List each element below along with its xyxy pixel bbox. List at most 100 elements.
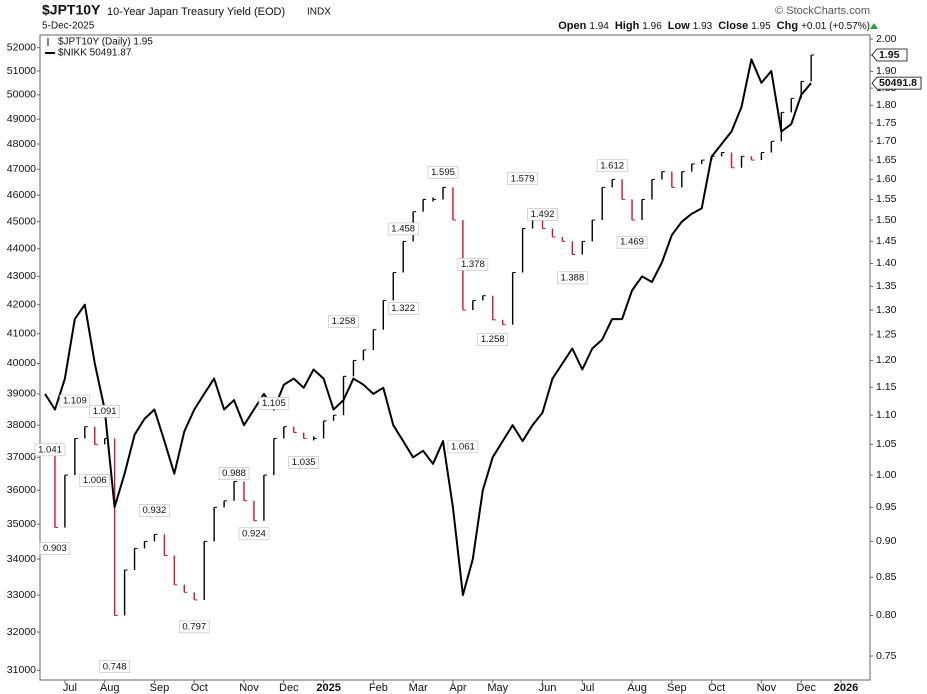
x-tick-label: Feb xyxy=(369,682,388,694)
annotation-label: 1.469 xyxy=(620,237,644,248)
annotation-label: 1.041 xyxy=(38,444,62,455)
annotation-label: 0.797 xyxy=(182,621,206,632)
y2-tick-label: 1.10 xyxy=(876,409,897,421)
annotation-label: 1.612 xyxy=(600,160,624,171)
y-tick-label: 38000 xyxy=(7,419,36,431)
annotation: 1.378 xyxy=(457,258,489,271)
x-tick-label: Dec xyxy=(796,682,816,694)
overlay-line xyxy=(44,58,812,596)
y-tick-label: 42000 xyxy=(7,299,36,311)
annotation-label: 1.258 xyxy=(481,334,505,345)
annotation-label: 1.105 xyxy=(262,398,286,409)
annotation-label: 1.006 xyxy=(83,475,107,486)
y-tick-label: 31000 xyxy=(7,664,36,676)
annotation: 1.388 xyxy=(557,271,588,285)
annotation: 0.903 xyxy=(39,541,71,555)
quote-value: 1.93 xyxy=(693,21,713,32)
annotation-label: 1.388 xyxy=(560,272,584,283)
y2-tick-label: 1.30 xyxy=(876,304,897,316)
y-tick-label: 33000 xyxy=(7,589,36,601)
annotation-box xyxy=(59,394,91,408)
y2-tick-label: 0.95 xyxy=(876,501,897,513)
last-value-tag xyxy=(871,76,922,90)
x-tick-label: Aug xyxy=(100,682,120,694)
annotation-box xyxy=(288,456,320,469)
annotation-label: 0.903 xyxy=(43,543,67,554)
x-tick-label: Jul xyxy=(63,682,77,694)
y-tick-label: 41000 xyxy=(7,328,36,340)
y2-tick-label: 1.70 xyxy=(876,135,897,147)
annotation: 1.061 xyxy=(447,440,479,454)
symbol: $JPT10Y xyxy=(42,2,101,18)
exchange: INDX xyxy=(307,7,331,18)
annotation: 1.258 xyxy=(477,333,509,347)
annotation-box xyxy=(507,172,538,186)
annotation-box xyxy=(328,315,359,329)
annotation-box xyxy=(387,302,419,315)
y2-tick-label: 0.80 xyxy=(876,609,897,621)
x-tick-label: Jul xyxy=(580,682,594,694)
annotation-box xyxy=(139,504,170,517)
y-tick-label: 43000 xyxy=(7,270,36,282)
y-tick-label: 45000 xyxy=(7,215,36,227)
annotation-box xyxy=(477,333,509,347)
annotation-box xyxy=(218,467,250,480)
x-tick-label: Apr xyxy=(449,682,466,694)
y2-tick-label: 1.45 xyxy=(876,235,897,247)
y-tick-label: 49000 xyxy=(7,113,36,125)
annotation-box xyxy=(457,258,489,271)
last-value-tag xyxy=(871,48,908,62)
y2-tick-label: 1.00 xyxy=(876,469,897,481)
annotation-box xyxy=(557,271,588,285)
annotation-label: 1.595 xyxy=(431,167,455,178)
y-tick-label: 48000 xyxy=(7,138,36,150)
x-tick-label: Nov xyxy=(239,682,259,694)
quote: Open 1.94 High 1.96 Low 1.93 Close 1.95 Chg +0.01… xyxy=(558,20,870,32)
last-value-label: 1.95 xyxy=(879,49,900,61)
y2-tick-label: 0.85 xyxy=(876,571,897,583)
annotation: 0.924 xyxy=(238,527,270,541)
quote-label: Low xyxy=(668,20,690,32)
annotation: 1.109 xyxy=(59,394,91,408)
annotation: 1.322 xyxy=(387,302,419,315)
annotation: 0.988 xyxy=(218,467,250,480)
annotation-label: 1.109 xyxy=(63,396,87,407)
quote-value: +0.01 (+0.57%) xyxy=(801,21,870,32)
annotation: 1.458 xyxy=(387,222,419,236)
annotation-label: 0.932 xyxy=(143,505,167,516)
x-tick-label: 2026 xyxy=(834,682,858,694)
annotation: 1.595 xyxy=(427,166,459,179)
y2-tick-label: 1.05 xyxy=(876,438,897,450)
y2-tick-label: 0.75 xyxy=(876,650,897,662)
annotation-box xyxy=(178,620,210,634)
quote-label: Close xyxy=(718,20,748,32)
annotation: 1.035 xyxy=(288,456,320,469)
annotation-label: 1.091 xyxy=(93,406,117,417)
chart-title: 10-Year Japan Treasury Yield (EOD) xyxy=(107,6,285,18)
y-tick-label: 51000 xyxy=(7,65,36,77)
annotation-box xyxy=(387,222,419,236)
y2-tick-label: 1.40 xyxy=(876,257,897,269)
y2-tick-label: 1.80 xyxy=(876,99,897,111)
annotation-box xyxy=(79,474,111,487)
annotation-label: 0.988 xyxy=(222,468,246,479)
annotation-label: 1.035 xyxy=(292,457,316,468)
annotation-label: 0.748 xyxy=(103,661,127,672)
annotation-label: 1.492 xyxy=(531,209,555,220)
annotation-label: 1.579 xyxy=(511,173,535,184)
y2-tick-label: 1.35 xyxy=(876,280,897,292)
annotation: 1.492 xyxy=(527,208,558,221)
x-tick-label: Oct xyxy=(708,682,725,694)
annotation-box xyxy=(596,159,628,173)
annotation-box xyxy=(39,541,71,555)
annotation-box xyxy=(527,208,558,221)
x-tick-label: Sep xyxy=(667,682,687,694)
y2-tick-label: 1.55 xyxy=(876,193,897,205)
annotation-box xyxy=(99,660,130,674)
y2-tick-label: 1.25 xyxy=(876,329,897,341)
annotation-box xyxy=(427,166,459,179)
quote-value: 1.96 xyxy=(642,21,662,32)
x-tick-label: Aug xyxy=(627,682,647,694)
